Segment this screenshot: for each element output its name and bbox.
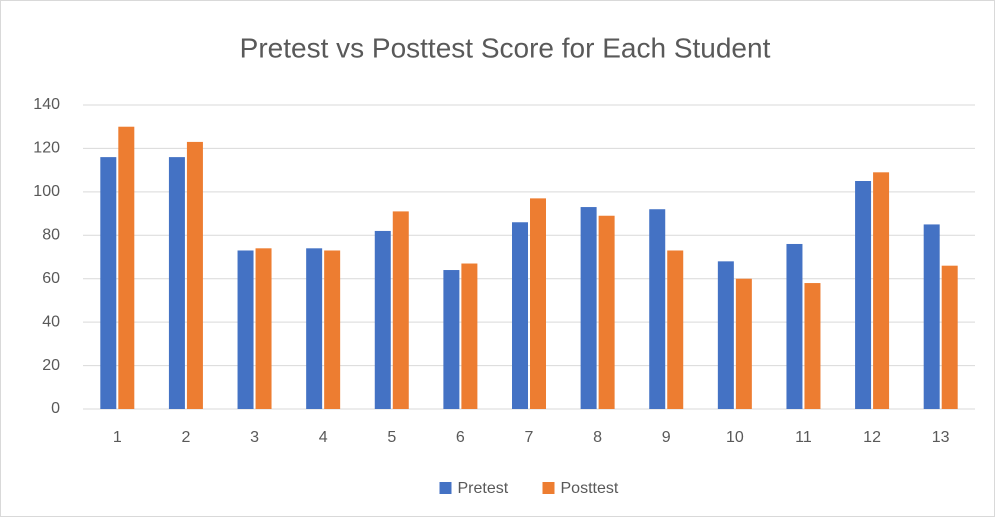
x-tick-label: 11 — [795, 429, 812, 446]
bar — [118, 126, 135, 409]
bar — [237, 250, 254, 409]
bar — [717, 261, 734, 409]
y-tick-label: 100 — [33, 183, 60, 200]
y-tick-label: 40 — [42, 313, 60, 330]
x-tick-label: 4 — [319, 429, 328, 446]
y-tick-label: 140 — [33, 96, 60, 113]
bar — [580, 207, 597, 409]
bar — [324, 250, 341, 409]
bar — [461, 263, 478, 409]
bar — [649, 209, 666, 409]
bar — [941, 265, 958, 409]
legend-swatch — [542, 482, 555, 494]
bar — [530, 198, 546, 409]
y-tick-label: 20 — [42, 357, 60, 374]
y-tick-label: 0 — [51, 400, 60, 417]
bar — [873, 172, 890, 409]
bar — [667, 250, 684, 409]
legend-label: Posttest — [561, 480, 619, 497]
bar — [786, 243, 803, 409]
bar — [100, 157, 117, 409]
bar — [923, 224, 940, 409]
chart-title: Pretest vs Posttest Score for Each Stude… — [240, 32, 771, 63]
legend-label: Pretest — [458, 480, 509, 497]
x-tick-label: 7 — [525, 429, 534, 446]
bar — [168, 157, 185, 409]
bar — [735, 278, 752, 409]
bar — [374, 230, 391, 409]
x-tick-label: 6 — [456, 429, 465, 446]
x-tick-label: 3 — [250, 429, 259, 446]
x-tick-label: 1 — [113, 429, 122, 446]
bar — [255, 248, 272, 409]
y-tick-label: 60 — [42, 270, 60, 287]
bar — [186, 141, 203, 409]
x-tick-label: 8 — [593, 429, 602, 446]
bar — [804, 283, 821, 409]
bar — [392, 211, 409, 409]
x-tick-label: 13 — [932, 429, 950, 446]
y-tick-label: 120 — [33, 140, 60, 157]
x-tick-label: 12 — [863, 429, 881, 446]
bar — [443, 270, 460, 409]
bar — [598, 215, 615, 409]
legend-swatch — [439, 482, 452, 494]
x-tick-label: 9 — [662, 429, 671, 446]
bar — [306, 248, 323, 409]
x-tick-label: 5 — [387, 429, 396, 446]
x-tick-label: 10 — [726, 429, 744, 446]
x-tick-label: 2 — [181, 429, 190, 446]
bar — [855, 181, 872, 409]
y-tick-label: 80 — [42, 227, 60, 244]
bar — [512, 222, 528, 409]
